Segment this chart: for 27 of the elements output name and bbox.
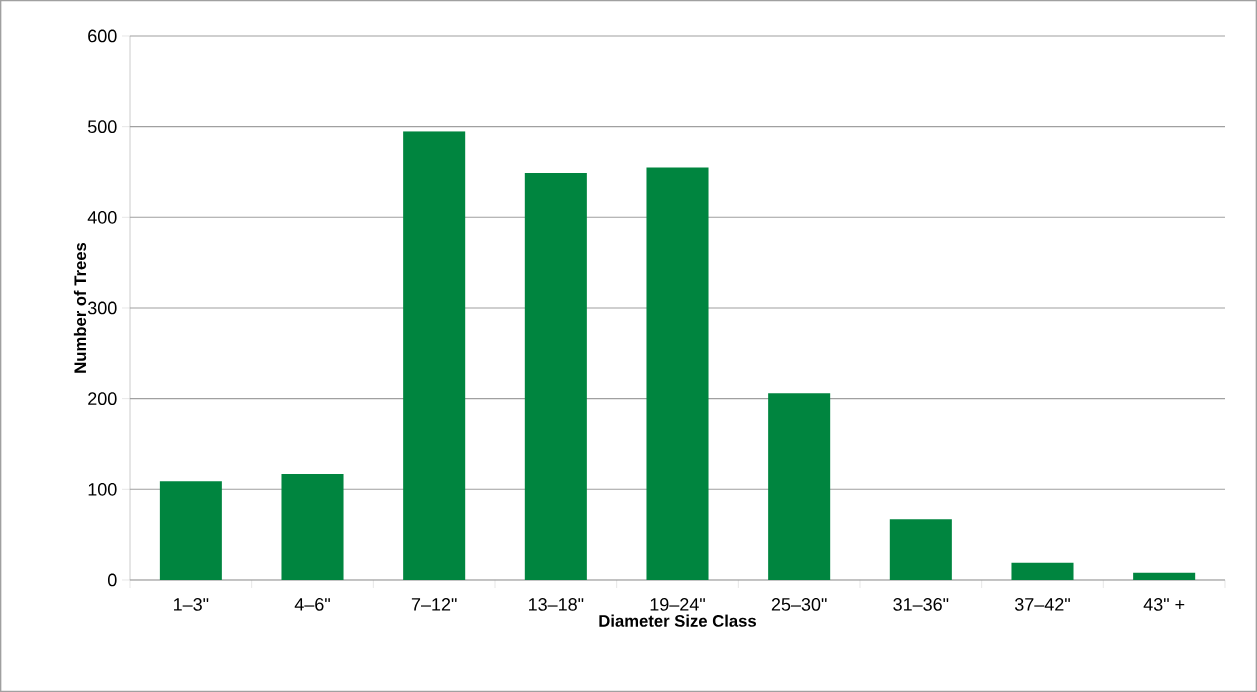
bar (889, 519, 952, 580)
y-axis-title: Number of Trees (73, 242, 87, 373)
bar (1011, 562, 1074, 580)
bar (403, 131, 466, 580)
y-tick-label: 100 (88, 482, 117, 496)
x-tick-label: 19–24" (650, 598, 705, 611)
bar (1133, 572, 1196, 580)
bar (159, 481, 222, 580)
x-tick-label: 31–36" (893, 598, 949, 611)
bar (281, 473, 344, 580)
x-tick-label: 13–18" (528, 598, 584, 611)
y-tick-label: 0 (108, 573, 117, 587)
y-tick-label: 300 (87, 301, 117, 315)
x-tick-label: 25–30" (771, 598, 827, 611)
x-tick-label: 4–6" (294, 598, 330, 611)
x-tick-label: 43" + (1143, 598, 1185, 611)
y-tick-label: 500 (87, 120, 117, 134)
bar (646, 167, 709, 580)
x-tick-label: 37–42" (1014, 598, 1070, 611)
y-tick-label: 400 (87, 210, 117, 224)
y-tick-label: 200 (88, 392, 117, 406)
y-tick-label: 600 (88, 29, 117, 43)
bar (768, 393, 831, 580)
x-tick-label: 1–3" (174, 598, 209, 611)
x-axis-title: Diameter Size Class (599, 614, 756, 627)
bar (524, 172, 587, 580)
x-tick-label: 7–12" (411, 598, 457, 611)
